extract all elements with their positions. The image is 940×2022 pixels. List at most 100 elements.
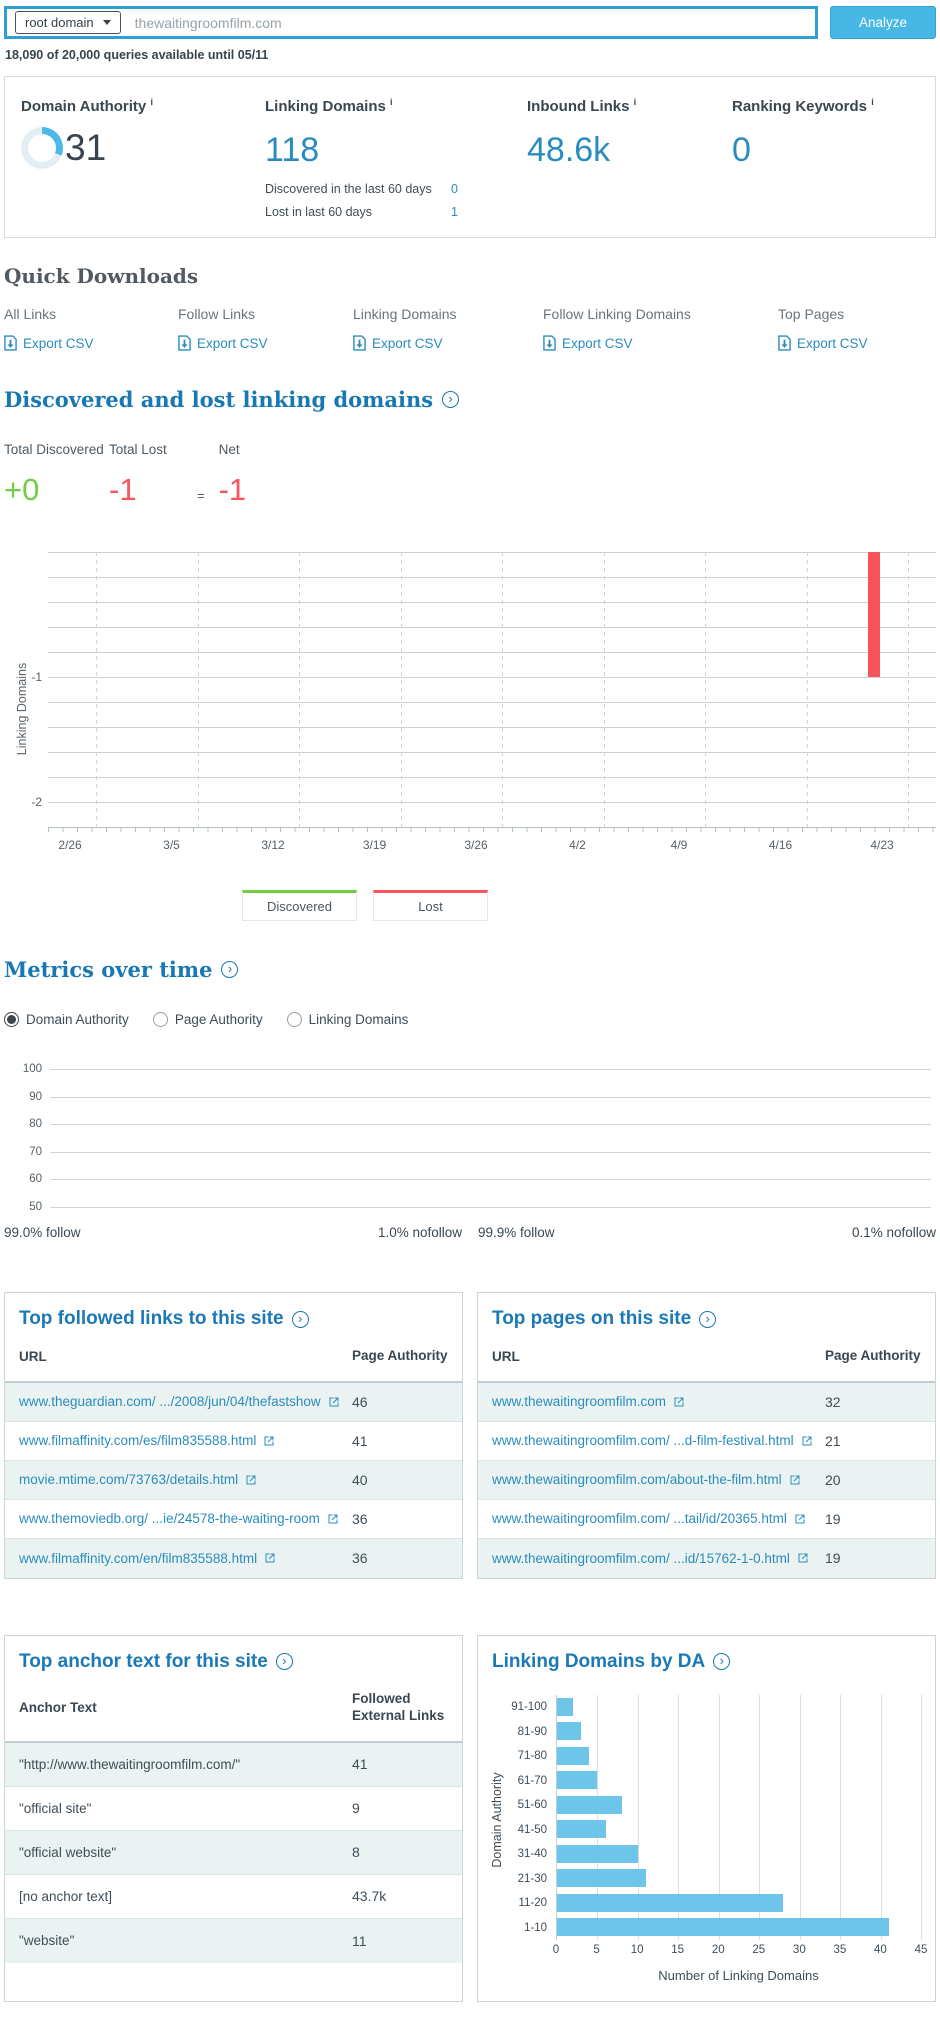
quick-download-item: Follow Linking Domains Export CSV [543,306,778,351]
discovered-lost-stats: Total Discovered +0 Total Lost -1 = Net … [4,442,936,508]
chart-y-axis-title: Domain Authority [490,1772,504,1868]
y-tick-label: 60 [29,1173,42,1185]
url-link[interactable]: www.theguardian.com/ .../2008/jun/04/the… [19,1394,352,1409]
info-icon[interactable]: i [871,97,874,107]
table-row: www.thewaitingroomfilm.com/ ...d-film-fe… [478,1422,935,1461]
url-link[interactable]: www.thewaitingroomfilm.com/ ...tail/id/2… [492,1511,825,1526]
radio-linking-domains[interactable]: Linking Domains [286,1012,408,1027]
external-link-icon [265,1553,275,1563]
column-header-url: URL [19,1348,47,1364]
linking-domains-by-da-panel: Linking Domains by DA Domain Authority 9… [477,1634,936,2002]
metric-label: Ranking Keywords [732,98,868,115]
url-link[interactable]: movie.mtime.com/73763/details.html [19,1472,352,1487]
info-icon[interactable]: i [633,97,637,107]
chevron-circle-icon[interactable] [713,1653,731,1671]
quick-download-item: Follow Links Export CSV [178,306,353,351]
x-tick-label: 2/26 [58,838,82,852]
follow-stat-pair: 99.9% follow 0.1% nofollow [478,1225,936,1240]
follow-percent: 99.0% follow [4,1225,81,1240]
x-tick-label: 3/5 [163,838,180,852]
export-csv-link[interactable]: Export CSV [353,335,543,351]
download-icon [543,335,556,351]
chevron-down-icon [102,20,111,25]
radio-label: Domain Authority [26,1012,129,1027]
metric-label: Inbound Links [527,98,630,115]
gridline [50,1069,931,1070]
metric-linking-domains: Linking Domains i 118 Discovered in the … [265,97,527,219]
x-tick-label: 10 [630,1943,644,1956]
table-row: movie.mtime.com/73763/details.html 40 [5,1460,462,1500]
legend-item-lost[interactable]: Lost [373,890,488,921]
url-link[interactable]: www.thewaitingroomfilm.com/ ...id/15762-… [492,1551,825,1566]
download-item-label: All Links [4,306,57,322]
url-link[interactable]: www.thewaitingroomfilm.com [492,1394,825,1409]
anchor-text-value: "website" [19,1933,75,1949]
x-tick-label: 4/2 [569,838,586,852]
panel-title: Linking Domains by DA [492,1650,706,1672]
export-csv-link[interactable]: Export CSV [543,335,778,351]
table-row: "http://www.thewaitingroomfilm.com/" 41 [5,1742,462,1787]
gridline [806,552,808,827]
radio-domain-authority[interactable]: Domain Authority [4,1012,129,1027]
chevron-circle-icon[interactable] [699,1310,717,1328]
followed-links-count: 9 [352,1800,360,1817]
url-link[interactable]: www.filmaffinity.com/en/film835588.html [19,1551,352,1566]
quick-downloads-items: All Links Export CSV Follow Links Export CS… [4,306,936,351]
info-icon[interactable]: i [390,97,393,107]
page-authority-value: 36 [352,1550,368,1567]
analyze-button[interactable]: Analyze [830,6,936,39]
page-authority-value: 41 [352,1432,368,1449]
external-link-icon [329,1397,339,1407]
chevron-circle-icon[interactable] [442,391,460,408]
info-icon[interactable]: i [150,97,153,107]
nofollow-percent: 1.0% nofollow [377,1225,462,1240]
export-csv-link[interactable]: Export CSV [778,335,936,351]
column-header-followed-external-links: Followed External Links [352,1690,445,1723]
table-row: "official site" 9 [5,1787,462,1831]
export-csv-link[interactable]: Export CSV [4,335,178,351]
page-authority-value: 32 [825,1393,841,1410]
chevron-circle-icon[interactable] [221,961,239,978]
column-header-page-authority: Page Authority [352,1348,448,1363]
gridline [799,1694,801,1940]
chevron-circle-icon[interactable] [291,1310,309,1328]
download-item-label: Follow Links [178,306,256,322]
gridline [48,677,936,678]
gridline [299,552,300,827]
gridline [637,1694,639,1940]
url-link[interactable]: www.themoviedb.org/ ...ie/24578-the-wait… [19,1511,352,1526]
followed-links-count: 8 [352,1844,360,1861]
radio-page-authority[interactable]: Page Authority [152,1012,263,1027]
inbound-links-value: 48.6k [527,131,611,169]
url-link[interactable]: www.thewaitingroomfilm.com/about-the-fil… [492,1472,825,1487]
gridline [50,1096,931,1098]
page-authority-value: 21 [825,1432,841,1449]
x-tick-label: 30 [792,1943,806,1956]
anchor-text-value: "official website" [19,1844,117,1860]
scope-dropdown-label: root domain [25,15,94,30]
follow-stat-pair: 99.0% follow 1.0% nofollow [4,1225,462,1240]
y-tick-label: 100 [22,1063,42,1075]
table-row: "official website" 8 [5,1830,462,1875]
panel-title: Top followed links to this site [19,1308,284,1329]
category-label: 21-30 [517,1872,547,1885]
gridline [48,602,936,603]
chart1-y-axis-title: Linking Domains [15,662,29,756]
export-csv-link[interactable]: Export CSV [178,335,353,351]
url-link[interactable]: www.thewaitingroomfilm.com/ ...d-film-fe… [492,1433,825,1448]
url-link[interactable]: www.filmaffinity.com/es/film835588.html [19,1433,352,1448]
x-tick-label: 4/16 [768,838,793,852]
gridline [718,1694,720,1940]
chevron-circle-icon[interactable] [275,1653,293,1671]
download-icon [178,335,191,351]
search-input[interactable] [132,13,805,32]
download-item-label: Top Pages [778,306,845,322]
scope-dropdown[interactable]: root domain [15,11,121,34]
legend-item-discovered[interactable]: Discovered [242,890,357,921]
external-link-icon [246,1475,256,1485]
radio-button-icon [286,1012,302,1027]
da-bar-41-50 [557,1820,606,1839]
gridline [705,552,706,827]
chart-x-axis-title: Number of Linking Domains [658,1967,819,1983]
